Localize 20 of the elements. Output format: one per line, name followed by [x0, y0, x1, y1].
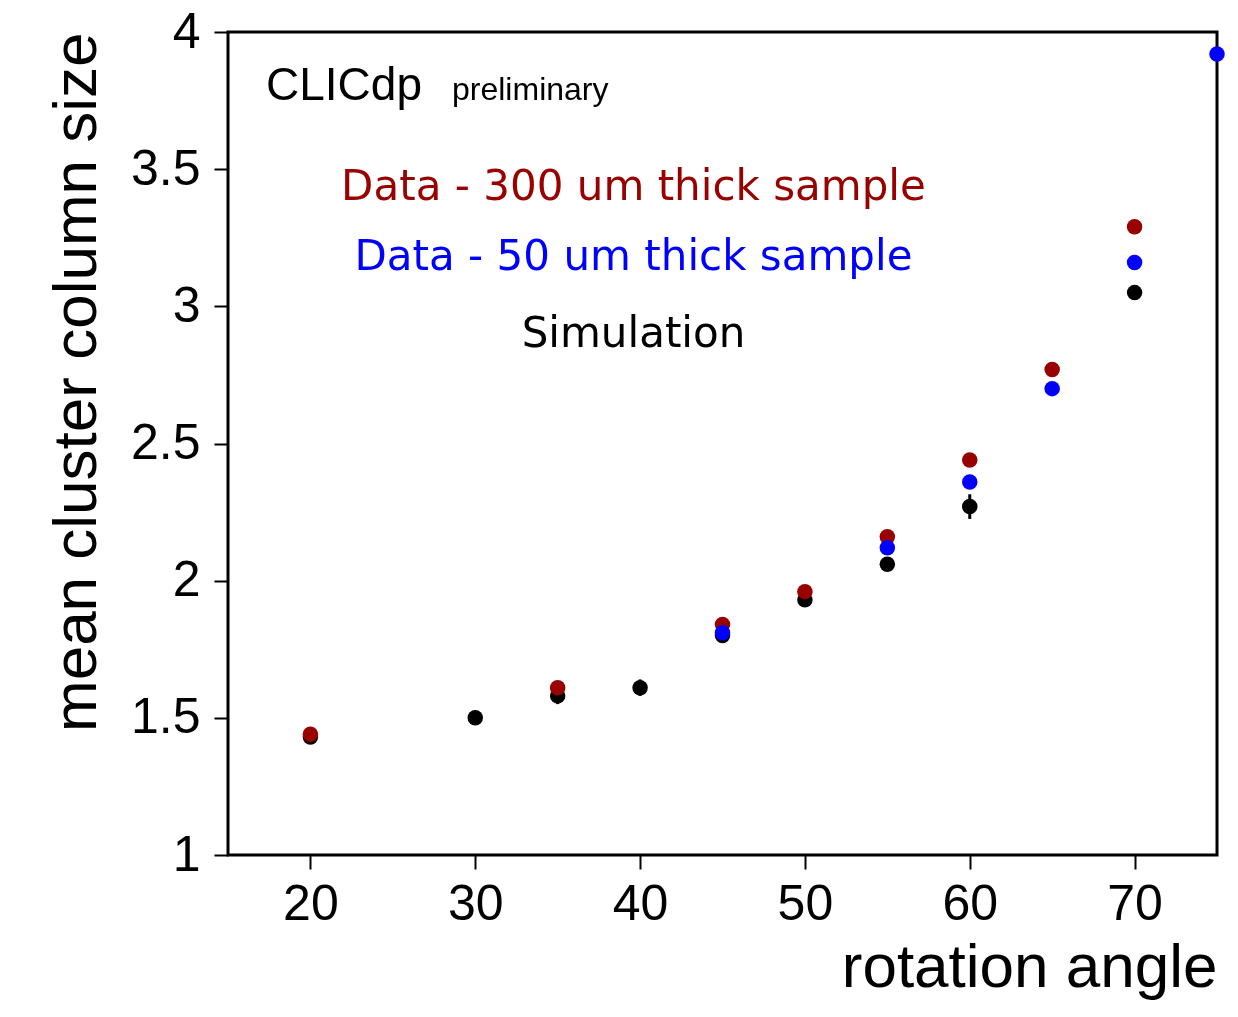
annotation: preliminary [452, 71, 609, 107]
x-tick-label: 70 [1107, 874, 1163, 931]
x-tick-label: 40 [612, 874, 669, 931]
annotation: CLICdp [266, 58, 422, 110]
y-tick-label: 4 [172, 2, 201, 59]
x-tick-label: 60 [942, 874, 999, 931]
text: Data - 50 um thick sample [354, 231, 913, 280]
y-tick-label: 2.5 [130, 414, 201, 470]
y-tick-label: 3 [172, 276, 201, 333]
text: Data - 300 um thick sample [341, 161, 926, 210]
x-tick-label: 50 [777, 874, 834, 931]
x-tick-label: 20 [283, 874, 339, 931]
y-tick-label: 3.5 [130, 139, 201, 196]
y-tick-label: 2 [172, 551, 201, 608]
x-axis-title: rotation angle [841, 930, 1218, 1000]
y-tick-label: 1.5 [130, 688, 201, 745]
text: Simulation [521, 308, 746, 357]
y-tick-label: 1 [172, 825, 201, 882]
x-tick-label: 30 [447, 874, 504, 931]
y-axis-title: mean cluster column size [39, 32, 109, 732]
